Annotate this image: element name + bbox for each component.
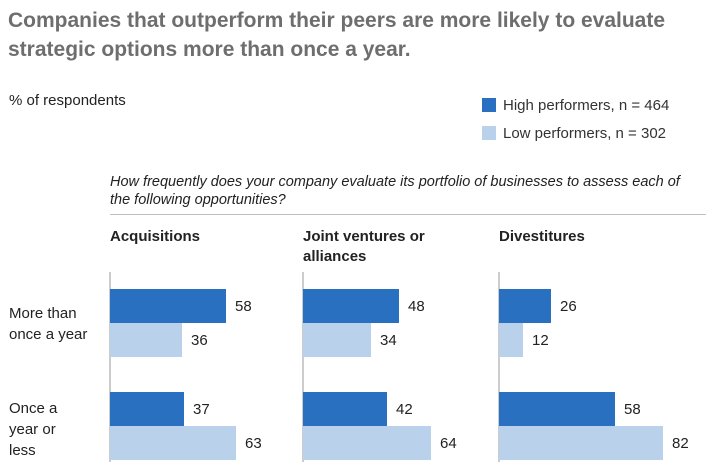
legend-swatch-high (482, 98, 496, 112)
value-label-divestitures-once-or-less-high: 58 (624, 401, 641, 418)
bar-divestitures-more-than-once-low (499, 323, 523, 357)
panel-header-joint-ventures: Joint ventures or alliances (303, 228, 425, 265)
value-label-divestitures-more-than-once-high: 26 (560, 298, 577, 315)
value-label-divestitures-once-or-less-low: 82 (672, 435, 689, 452)
bar-joint-ventures-once-or-less-high (303, 392, 387, 426)
legend-item-high: High performers, n = 464 (482, 91, 669, 119)
bar-joint-ventures-more-than-once-high (303, 289, 399, 323)
panel-header-divestitures: Divestitures (499, 228, 585, 245)
legend-item-low: Low performers, n = 302 (482, 119, 669, 147)
value-label-joint-ventures-once-or-less-low: 64 (440, 435, 457, 452)
value-label-joint-ventures-once-or-less-high: 42 (396, 401, 413, 418)
bar-joint-ventures-more-than-once-low (303, 323, 371, 357)
bar-divestitures-once-or-less-high (499, 392, 615, 426)
value-label-joint-ventures-more-than-once-low: 34 (380, 332, 397, 349)
value-label-acquisitions-more-than-once-high: 58 (235, 298, 252, 315)
legend: High performers, n = 464 Low performers,… (482, 91, 669, 147)
unit-label: % of respondents (9, 92, 126, 109)
chart-title: Companies that outperform their peers ar… (8, 9, 666, 61)
bar-divestitures-more-than-once-high (499, 289, 551, 323)
panel-header-acquisitions: Acquisitions (110, 228, 201, 245)
row-label-more-than-once: More than once a year (9, 305, 88, 343)
bar-acquisitions-once-or-less-high (110, 392, 184, 426)
row-label-once-or-less: Once a year or less (9, 400, 58, 459)
value-label-divestitures-more-than-once-low: 12 (532, 332, 549, 349)
bar-joint-ventures-once-or-less-low (303, 426, 431, 460)
legend-swatch-low (482, 126, 496, 140)
value-label-acquisitions-once-or-less-low: 63 (245, 435, 262, 452)
bar-divestitures-once-or-less-low (499, 426, 663, 460)
bar-acquisitions-more-than-once-low (110, 323, 182, 357)
divider (110, 214, 706, 215)
legend-label-low: Low performers, n = 302 (503, 124, 667, 142)
value-label-acquisitions-once-or-less-high: 37 (193, 401, 210, 418)
value-label-acquisitions-more-than-once-low: 36 (191, 332, 208, 349)
legend-label-high: High performers, n = 464 (503, 96, 670, 114)
bar-acquisitions-more-than-once-high (110, 289, 226, 323)
bar-acquisitions-once-or-less-low (110, 426, 236, 460)
value-label-joint-ventures-more-than-once-high: 48 (408, 298, 425, 315)
survey-question: How frequently does your company evaluat… (110, 174, 680, 208)
